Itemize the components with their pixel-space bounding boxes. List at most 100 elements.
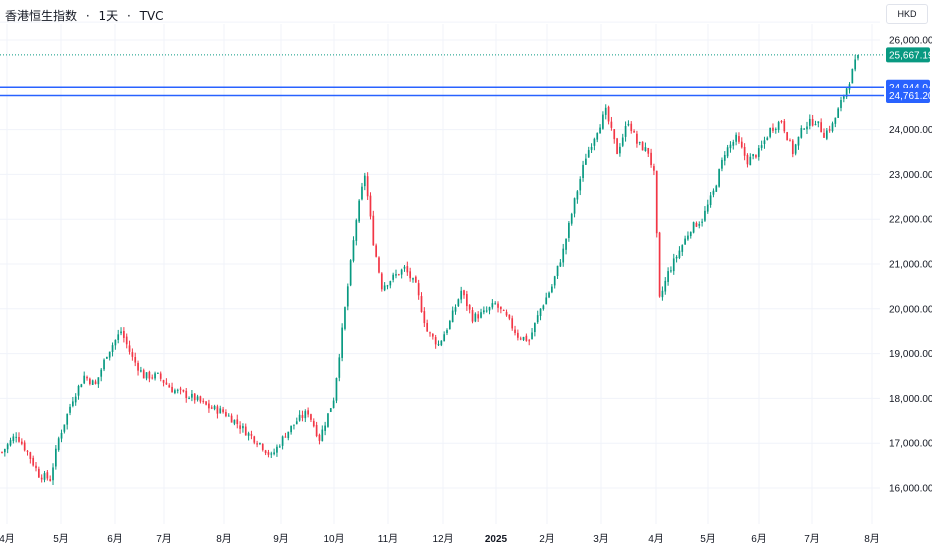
candle <box>463 289 465 299</box>
candle-body <box>621 137 624 146</box>
candle-body <box>256 443 258 445</box>
candle-body <box>6 444 9 450</box>
candle <box>854 54 857 72</box>
candle <box>653 163 655 176</box>
candle-body <box>236 419 239 425</box>
candle-body <box>114 339 117 346</box>
interval-label[interactable]: 1天 <box>98 9 119 23</box>
candle-body <box>270 453 273 455</box>
candle-body <box>752 154 754 157</box>
candle <box>97 377 100 388</box>
horizontal-lines[interactable] <box>0 54 884 97</box>
candle <box>83 371 86 385</box>
candle-body <box>332 400 335 408</box>
candle-body <box>157 372 159 374</box>
candle-body <box>225 412 227 417</box>
symbol-name[interactable]: 香港恒生指数 <box>5 9 78 23</box>
candle-body <box>678 250 681 258</box>
candle <box>426 319 429 332</box>
candle-body <box>454 307 457 312</box>
candle-body <box>43 473 46 480</box>
candle-body <box>695 222 698 227</box>
candle-body <box>176 389 179 391</box>
candle-body <box>52 467 54 481</box>
candle <box>559 259 562 268</box>
candle <box>176 388 179 394</box>
candle-body <box>616 138 618 155</box>
candle-body <box>227 415 230 417</box>
candle-body <box>375 245 377 257</box>
candle-body <box>760 145 763 148</box>
candle <box>91 379 94 385</box>
candle-body <box>817 121 820 124</box>
candle-body <box>604 107 607 115</box>
candle <box>171 382 173 393</box>
candle <box>293 424 295 430</box>
candle-body <box>633 131 635 133</box>
candle-body <box>315 424 318 437</box>
price-tick-label: 16,000.00 <box>889 484 932 495</box>
candle <box>315 421 318 438</box>
candle-body <box>429 332 431 334</box>
price-tag-label: 24,761.20 <box>889 91 932 102</box>
candle <box>46 469 49 481</box>
candle-body <box>123 330 125 338</box>
candle <box>797 136 800 150</box>
candle <box>247 431 250 441</box>
candle-body <box>780 121 783 123</box>
time-axis[interactable]: 4月 5月 6月 7月 8月 9月 10月 11月 12月 2025 2月 3月 4月 5月 6月 7月 8月 <box>0 533 880 545</box>
candle-body <box>511 318 514 329</box>
candle-body <box>607 106 610 122</box>
candle <box>80 383 83 388</box>
candle <box>488 306 491 315</box>
candle <box>675 255 678 263</box>
candle-body <box>808 118 811 126</box>
price-tick-label: 17,000.00 <box>889 439 932 450</box>
candle <box>386 284 389 290</box>
candle-body <box>845 88 848 97</box>
candle <box>344 306 346 331</box>
candle-body <box>437 344 440 346</box>
candle-body <box>111 345 114 352</box>
time-tick-label: 8月 <box>864 533 880 545</box>
candle <box>349 259 352 287</box>
time-tick-label: 5月 <box>700 533 716 545</box>
candle <box>548 291 550 299</box>
candle <box>514 325 516 336</box>
candle <box>511 315 514 331</box>
candle-body <box>718 169 720 187</box>
candle <box>845 87 848 99</box>
candle <box>517 329 519 341</box>
candle <box>627 120 630 127</box>
candle <box>451 306 454 323</box>
candle <box>619 143 621 157</box>
candle-body <box>29 452 32 459</box>
candle <box>420 292 423 313</box>
title-separator: · <box>126 9 131 23</box>
candle <box>556 265 559 280</box>
candle <box>140 366 142 373</box>
candle <box>196 394 199 402</box>
candle-body <box>304 411 307 419</box>
candle <box>780 120 783 124</box>
candle-body <box>261 443 264 450</box>
candle-body <box>585 158 587 165</box>
candle-body <box>757 148 760 157</box>
price-axis[interactable]: 16,000.00 17,000.00 18,000.00 19,000.00 20,0… <box>889 36 932 495</box>
candle <box>287 431 290 441</box>
candle <box>63 424 66 434</box>
candle <box>52 463 54 485</box>
candle <box>746 153 749 168</box>
candle <box>749 153 752 166</box>
candle-body <box>106 357 108 359</box>
currency-badge[interactable]: HKD <box>886 4 928 24</box>
candle <box>32 455 35 467</box>
candle <box>244 423 247 436</box>
candle <box>290 425 292 435</box>
candle <box>624 121 627 142</box>
candle-body <box>400 269 403 275</box>
candle-body <box>117 334 120 340</box>
chart-title[interactable]: 香港恒生指数 · 1天 · TVC <box>5 7 164 24</box>
